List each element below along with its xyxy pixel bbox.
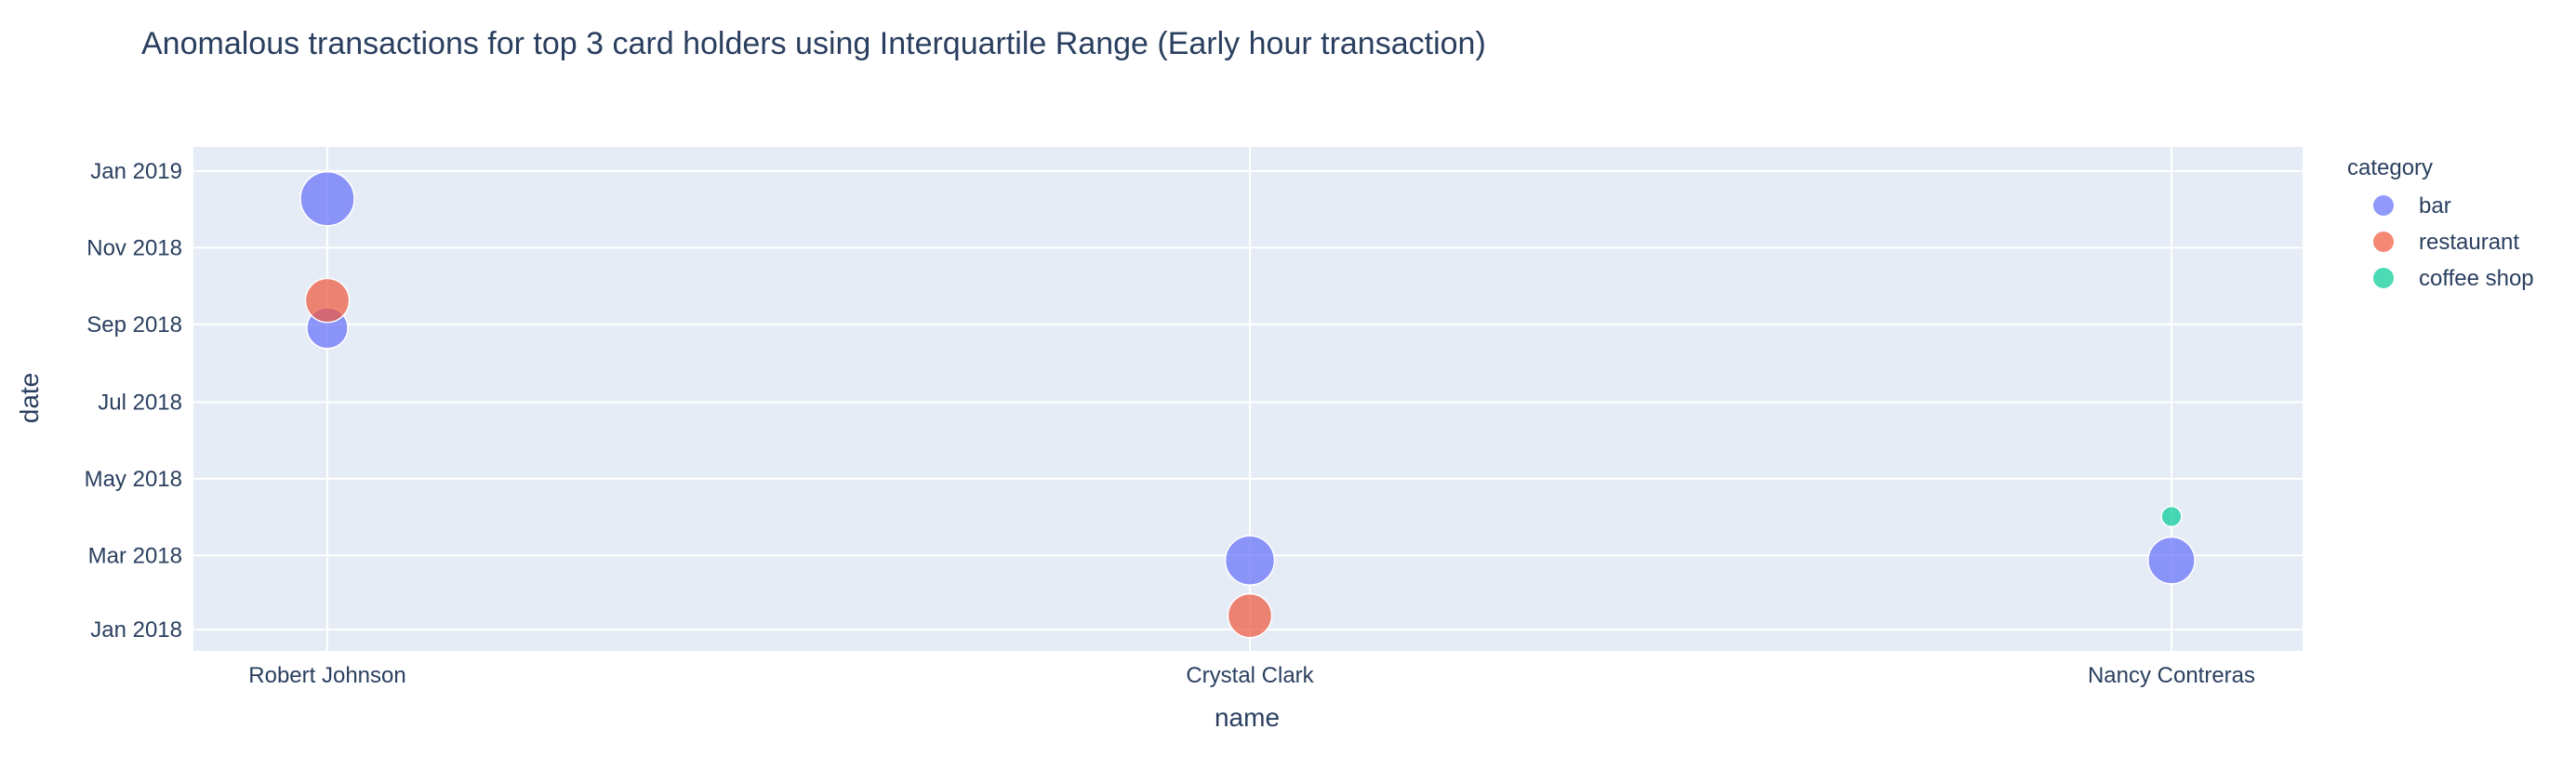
chart-title: Anomalous transactions for top 3 card ho…	[141, 26, 1486, 61]
legend: category bar restaurant coffee shop	[2347, 155, 2534, 291]
y-tick-label: Jan 2018	[90, 617, 182, 643]
y-tick-label: Jan 2019	[90, 159, 182, 184]
legend-items: bar restaurant coffee shop	[2373, 193, 2534, 291]
y-tick-label: Jul 2018	[98, 391, 182, 416]
data-point-restaurant[interactable]	[1227, 592, 1273, 639]
data-point-bar[interactable]	[1224, 535, 1276, 586]
data-point-bar[interactable]	[299, 170, 355, 227]
x-axis-title: name	[1215, 703, 1280, 732]
legend-marker	[2373, 195, 2394, 216]
x-tick-labels: Robert Johnson Crystal Clark Nancy Contrer…	[248, 663, 2255, 688]
legend-marker	[2373, 268, 2394, 288]
y-tick-label: Sep 2018	[86, 312, 182, 338]
data-point-restaurant[interactable]	[304, 277, 351, 324]
legend-label: bar	[2419, 193, 2451, 219]
y-axis-title: date	[15, 373, 44, 424]
legend-title: category	[2347, 155, 2433, 180]
x-tick-label: Robert Johnson	[248, 663, 405, 688]
y-tick-label: Mar 2018	[88, 543, 182, 568]
x-tick-label: Crystal Clark	[1186, 663, 1314, 688]
legend-marker	[2373, 232, 2394, 252]
data-points[interactable]	[299, 170, 2196, 639]
data-point-bar[interactable]	[2147, 536, 2196, 585]
data-point-coffee-shop[interactable]	[2160, 505, 2183, 528]
x-tick-label: Nancy Contreras	[2088, 663, 2255, 688]
y-tick-labels: Jan 2018 Mar 2018 May 2018 Jul 2018 Sep 2018…	[85, 159, 182, 643]
legend-label: coffee shop	[2419, 266, 2534, 291]
legend-label: restaurant	[2419, 230, 2519, 255]
y-tick-label: May 2018	[85, 467, 182, 492]
y-tick-label: Nov 2018	[86, 235, 182, 260]
